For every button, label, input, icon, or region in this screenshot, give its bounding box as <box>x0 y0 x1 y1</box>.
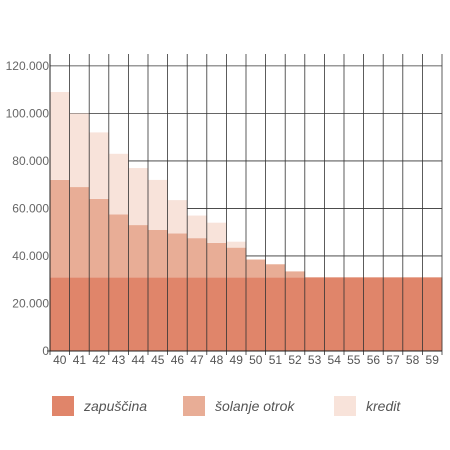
bar-segment <box>187 238 208 278</box>
bar-segment <box>89 198 110 278</box>
y-tick-label: 20.000 <box>12 296 49 310</box>
x-tick-label: 56 <box>367 353 381 367</box>
x-tick-label: 50 <box>249 353 263 367</box>
bar-segment <box>128 168 149 226</box>
bar-segment <box>304 277 325 351</box>
bar-segment <box>167 233 188 278</box>
vertical-grid-lines <box>49 54 443 355</box>
legend-swatch-zapuscina <box>52 396 74 416</box>
bar-segment <box>422 277 443 351</box>
bar-segment <box>265 264 286 278</box>
x-tick-label: 44 <box>132 353 146 367</box>
bar-segment <box>89 277 110 351</box>
bar-segment <box>148 179 168 230</box>
y-tick-labels: 0 20.000 40.000 60.000 80.000 100.000 120.000 <box>6 59 50 358</box>
x-tick-label: 46 <box>171 353 185 367</box>
legend-swatch-solanje-otrok <box>183 396 205 416</box>
bar-segment <box>246 277 266 351</box>
bar-segment <box>206 222 227 243</box>
bar-segment <box>89 132 110 199</box>
y-tick-label: 100.000 <box>6 106 50 120</box>
bar-segment <box>108 277 129 351</box>
bar-segment <box>265 277 286 351</box>
x-tick-label: 59 <box>426 353 440 367</box>
x-tick-label: 45 <box>151 353 165 367</box>
bar-segment <box>402 277 423 351</box>
bar-segment <box>226 241 247 248</box>
x-tick-label: 43 <box>112 353 126 367</box>
legend-label-zapuscina: zapuščina <box>84 398 148 414</box>
x-tick-label: 49 <box>230 353 244 367</box>
legend-label-solanje-otrok: šolanje otrok <box>215 398 295 414</box>
bar-segment <box>50 277 70 351</box>
x-tick-label: 54 <box>328 353 342 367</box>
y-tick-label: 0 <box>42 344 49 358</box>
bar-segment <box>324 277 345 351</box>
y-tick-label: 120.000 <box>6 59 50 73</box>
bar-segment <box>226 277 247 351</box>
legend-label-kredit: kredit <box>366 398 401 414</box>
bars <box>50 92 443 351</box>
x-tick-label: 51 <box>269 353 283 367</box>
legend-swatch-kredit <box>334 396 356 416</box>
x-tick-label: 53 <box>308 353 322 367</box>
bar-segment <box>128 277 149 351</box>
bar-segment <box>108 214 129 278</box>
x-tick-label: 42 <box>92 353 106 367</box>
bar-segment <box>285 277 306 351</box>
bar-segment <box>50 92 70 180</box>
bar-segment <box>69 187 90 278</box>
bar-segment <box>206 242 227 278</box>
bar-segment <box>148 229 168 278</box>
bar-segment <box>246 259 266 278</box>
bar-segment <box>226 247 247 278</box>
legend-item-kredit: kredit <box>334 394 400 418</box>
bar-segment <box>50 179 70 278</box>
bar-segment <box>344 277 364 351</box>
axes <box>47 54 442 352</box>
legend-item-zapuscina: zapuščina <box>52 394 147 418</box>
x-tick-label: 52 <box>288 353 302 367</box>
bar-segment <box>363 277 384 351</box>
bar-segment <box>108 153 129 215</box>
bar-segment <box>187 215 208 239</box>
bar-segment <box>206 277 227 351</box>
legend-item-solanje-otrok: šolanje otrok <box>183 394 294 418</box>
bar-segment <box>69 113 90 188</box>
x-tick-label: 40 <box>53 353 67 367</box>
bar-segment <box>69 277 90 351</box>
y-tick-label: 80.000 <box>12 154 49 168</box>
bar-segment <box>187 277 208 351</box>
x-tick-label: 58 <box>406 353 420 367</box>
bar-segment <box>128 225 149 278</box>
x-tick-label: 47 <box>190 353 204 367</box>
x-tick-label: 48 <box>210 353 224 367</box>
y-tick-label: 60.000 <box>12 201 49 215</box>
x-tick-label: 55 <box>347 353 361 367</box>
bar-segment <box>167 277 188 351</box>
x-tick-labels: 40 41 42 43 44 45 46 47 48 49 50 51 52 53 54 55 56 57 58 59 <box>53 353 439 367</box>
bar-segment <box>285 271 306 278</box>
x-tick-label: 41 <box>73 353 87 367</box>
bar-segment <box>167 200 188 234</box>
y-tick-label: 40.000 <box>12 249 49 263</box>
legend: zapuščina šolanje otrok kredit <box>0 394 450 418</box>
x-tick-label: 57 <box>386 353 400 367</box>
bar-segment <box>383 277 404 351</box>
bar-segment <box>148 277 168 351</box>
